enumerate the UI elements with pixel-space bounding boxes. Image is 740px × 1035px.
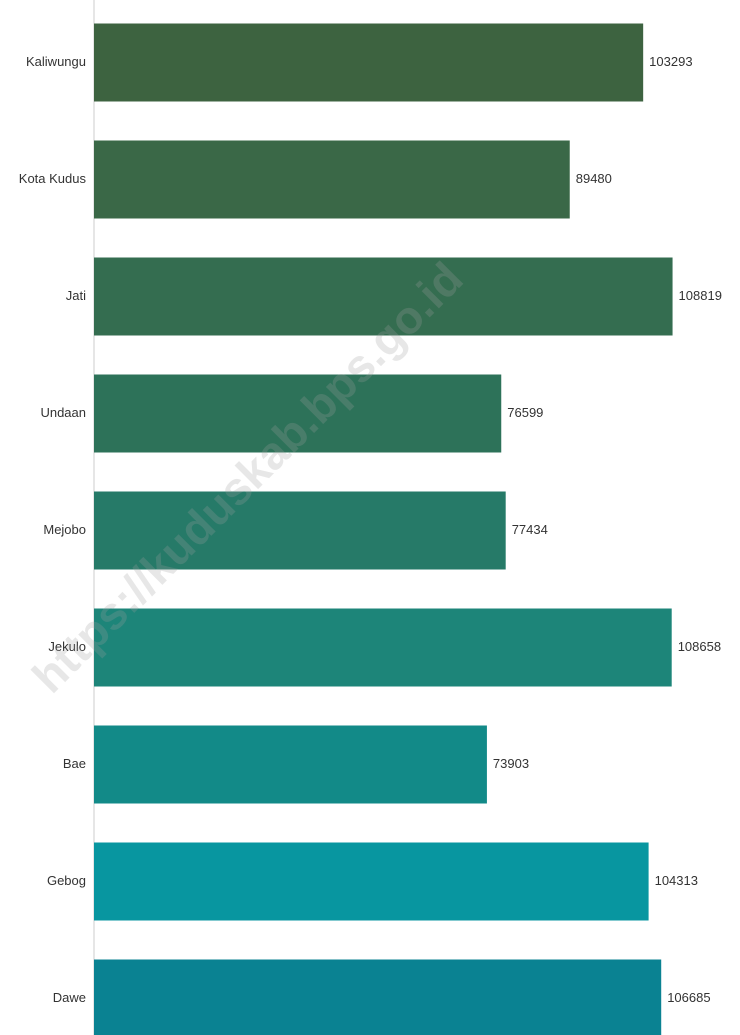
y-tick-label: Kota Kudus: [19, 171, 87, 186]
bar: [94, 725, 487, 804]
value-label: 89480: [576, 171, 612, 186]
bar: [94, 491, 506, 570]
bar: [94, 608, 672, 687]
y-tick-label: Jekulo: [48, 639, 86, 654]
bar: [94, 23, 644, 102]
bar: [94, 140, 570, 219]
y-tick-label: Gebog: [47, 873, 86, 888]
value-label: 108819: [679, 288, 722, 303]
y-tick-label: Jati: [66, 288, 86, 303]
value-label: 104313: [655, 873, 698, 888]
y-tick-label: Undaan: [40, 405, 86, 420]
bar: [94, 257, 673, 336]
y-tick-label: Bae: [63, 756, 86, 771]
value-label: 73903: [493, 756, 529, 771]
value-label: 106685: [667, 990, 710, 1005]
y-tick-label: Mejobo: [43, 522, 86, 537]
bar: [94, 374, 502, 453]
value-label: 76599: [507, 405, 543, 420]
y-tick-label: Dawe: [53, 990, 86, 1005]
value-label: 103293: [649, 54, 692, 69]
y-tick-label: Kaliwungu: [26, 54, 86, 69]
value-label: 77434: [512, 522, 548, 537]
bar: [94, 959, 662, 1035]
value-label: 108658: [678, 639, 721, 654]
bar: [94, 842, 649, 921]
